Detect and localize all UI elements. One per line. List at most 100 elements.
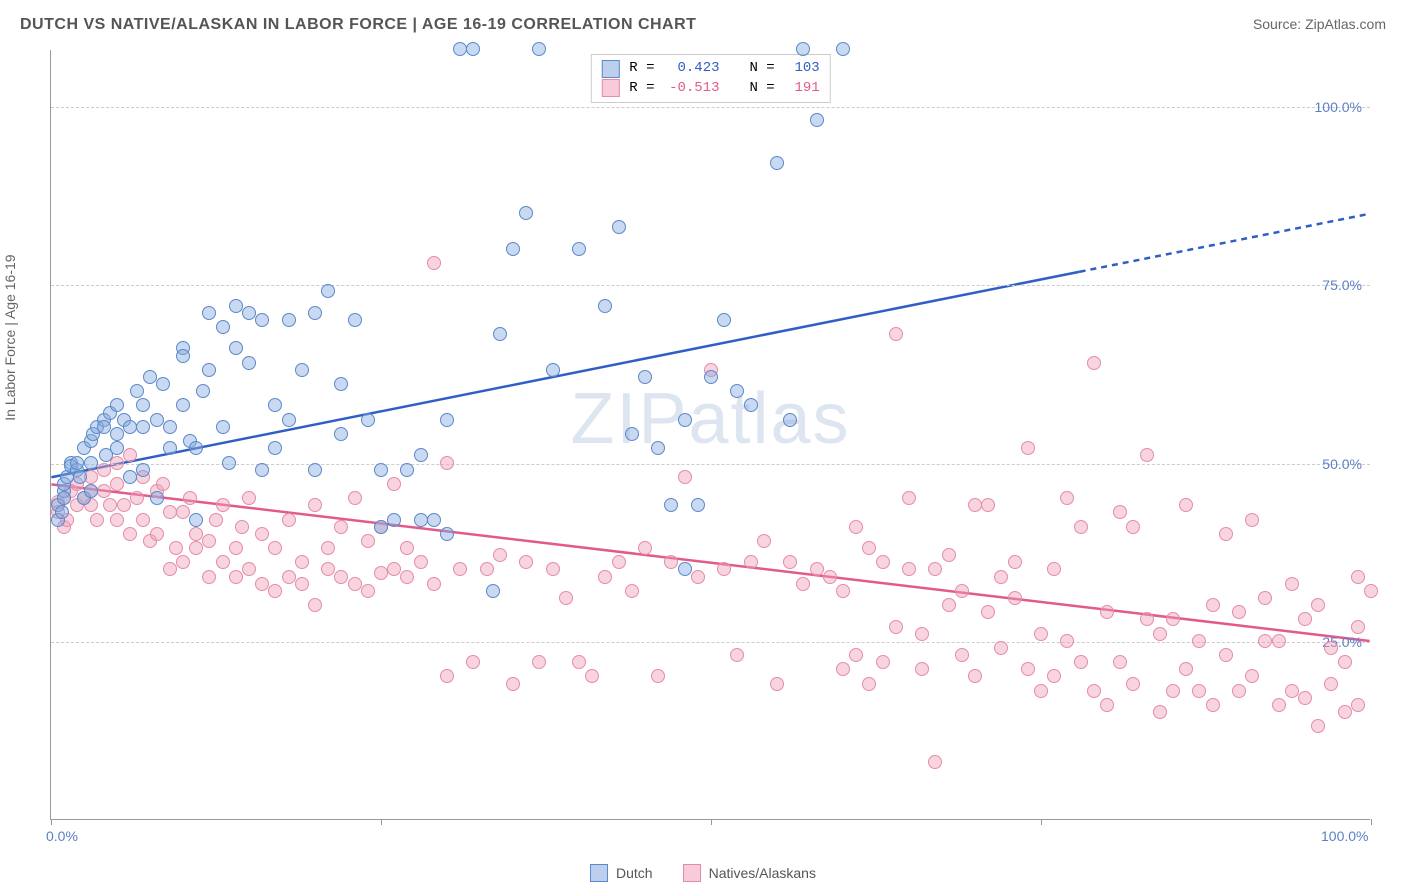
scatter-point-natives xyxy=(889,327,903,341)
scatter-point-dutch xyxy=(334,427,348,441)
scatter-point-natives xyxy=(189,527,203,541)
scatter-point-natives xyxy=(836,584,850,598)
scatter-point-natives xyxy=(519,555,533,569)
scatter-point-natives xyxy=(849,648,863,662)
scatter-point-natives xyxy=(361,584,375,598)
scatter-point-natives xyxy=(559,591,573,605)
scatter-point-natives xyxy=(876,655,890,669)
scatter-point-natives xyxy=(1021,662,1035,676)
scatter-point-natives xyxy=(1074,520,1088,534)
scatter-point-natives xyxy=(810,562,824,576)
scatter-point-natives xyxy=(189,541,203,555)
scatter-point-natives xyxy=(216,498,230,512)
scatter-point-natives xyxy=(163,562,177,576)
scatter-point-dutch xyxy=(216,420,230,434)
scatter-point-natives xyxy=(981,498,995,512)
x-tick xyxy=(1041,819,1042,825)
scatter-point-natives xyxy=(1166,684,1180,698)
scatter-point-natives xyxy=(1047,562,1061,576)
scatter-point-natives xyxy=(348,491,362,505)
scatter-point-dutch xyxy=(783,413,797,427)
scatter-point-natives xyxy=(902,491,916,505)
scatter-point-dutch xyxy=(110,398,124,412)
scatter-point-dutch xyxy=(651,441,665,455)
scatter-point-dutch xyxy=(136,398,150,412)
r-value-natives: -0.513 xyxy=(665,79,720,99)
legend-label-natives: Natives/Alaskans xyxy=(709,865,816,881)
scatter-point-natives xyxy=(136,513,150,527)
scatter-point-dutch xyxy=(123,470,137,484)
scatter-point-natives xyxy=(1126,520,1140,534)
scatter-point-natives xyxy=(117,498,131,512)
scatter-point-natives xyxy=(387,477,401,491)
scatter-point-dutch xyxy=(730,384,744,398)
scatter-point-natives xyxy=(1351,698,1365,712)
scatter-point-natives xyxy=(928,562,942,576)
scatter-point-dutch xyxy=(229,341,243,355)
scatter-point-natives xyxy=(216,555,230,569)
scatter-point-natives xyxy=(427,577,441,591)
scatter-point-dutch xyxy=(625,427,639,441)
scatter-point-natives xyxy=(268,584,282,598)
scatter-point-natives xyxy=(123,527,137,541)
scatter-point-natives xyxy=(321,562,335,576)
scatter-point-natives xyxy=(981,605,995,619)
scatter-point-natives xyxy=(598,570,612,584)
scatter-point-dutch xyxy=(295,363,309,377)
scatter-point-dutch xyxy=(361,413,375,427)
scatter-point-dutch xyxy=(744,398,758,412)
scatter-point-natives xyxy=(268,541,282,555)
watermark: ZIPatlas xyxy=(570,378,850,460)
scatter-point-natives xyxy=(1140,612,1154,626)
scatter-point-dutch xyxy=(414,513,428,527)
scatter-point-dutch xyxy=(156,377,170,391)
scatter-point-natives xyxy=(242,491,256,505)
scatter-point-natives xyxy=(1060,491,1074,505)
scatter-point-dutch xyxy=(229,299,243,313)
scatter-point-natives xyxy=(1140,448,1154,462)
scatter-point-dutch xyxy=(163,441,177,455)
scatter-point-natives xyxy=(156,477,170,491)
scatter-point-dutch xyxy=(546,363,560,377)
scatter-point-natives xyxy=(823,570,837,584)
x-tick-label: 0.0% xyxy=(46,828,78,844)
scatter-point-natives xyxy=(770,677,784,691)
scatter-point-natives xyxy=(968,669,982,683)
scatter-point-dutch xyxy=(308,306,322,320)
legend-row-natives: R = -0.513 N = 191 xyxy=(601,79,819,99)
scatter-point-natives xyxy=(968,498,982,512)
scatter-point-dutch xyxy=(110,441,124,455)
scatter-point-natives xyxy=(1245,669,1259,683)
scatter-point-natives xyxy=(1298,612,1312,626)
scatter-point-natives xyxy=(1074,655,1088,669)
scatter-point-dutch xyxy=(717,313,731,327)
r-label: R = xyxy=(629,59,654,79)
scatter-point-dutch xyxy=(414,448,428,462)
scatter-point-natives xyxy=(1206,698,1220,712)
scatter-point-dutch xyxy=(73,470,87,484)
scatter-point-natives xyxy=(1311,719,1325,733)
x-tick xyxy=(381,819,382,825)
scatter-point-natives xyxy=(282,513,296,527)
scatter-point-natives xyxy=(453,562,467,576)
scatter-point-natives xyxy=(97,484,111,498)
scatter-point-dutch xyxy=(123,420,137,434)
source-attribution: Source: ZipAtlas.com xyxy=(1253,16,1386,32)
scatter-point-dutch xyxy=(638,370,652,384)
scatter-point-natives xyxy=(348,577,362,591)
scatter-point-natives xyxy=(796,577,810,591)
scatter-point-dutch xyxy=(176,398,190,412)
n-label: N = xyxy=(750,79,775,99)
scatter-point-natives xyxy=(1153,627,1167,641)
x-tick xyxy=(51,819,52,825)
scatter-point-natives xyxy=(506,677,520,691)
scatter-point-dutch xyxy=(242,356,256,370)
scatter-point-natives xyxy=(625,584,639,598)
scatter-point-dutch xyxy=(427,513,441,527)
x-tick xyxy=(1371,819,1372,825)
scatter-point-natives xyxy=(427,256,441,270)
y-tick-label: 100.0% xyxy=(1315,99,1362,115)
scatter-point-natives xyxy=(1034,627,1048,641)
scatter-point-natives xyxy=(97,463,111,477)
scatter-point-natives xyxy=(1351,620,1365,634)
